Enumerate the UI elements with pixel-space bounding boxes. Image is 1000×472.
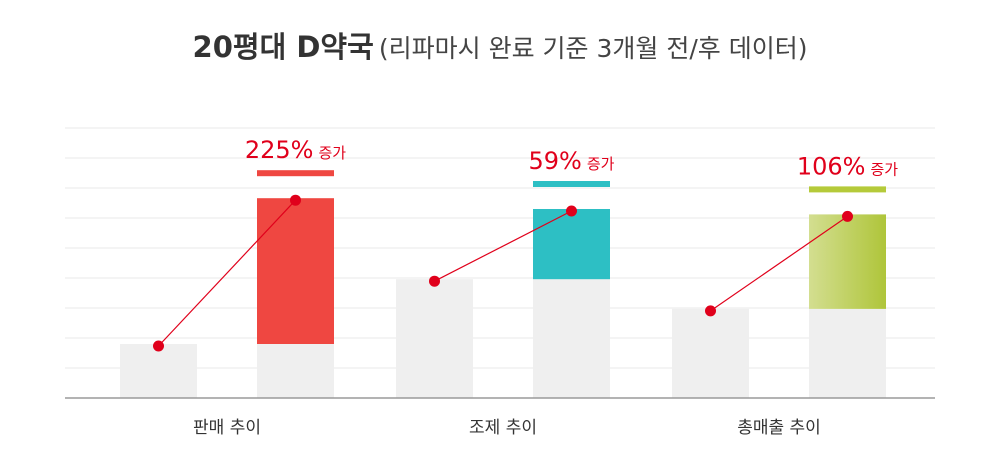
- trend-point-after: [842, 210, 853, 222]
- trend-line: [158, 199, 296, 347]
- category-label: 총매출 추이: [737, 418, 821, 438]
- bar-after-base: [533, 279, 610, 398]
- trend-point-after: [290, 194, 301, 206]
- increase-label: 59% 증가: [529, 147, 615, 175]
- bar-before: [672, 308, 749, 398]
- trend-point-before: [153, 340, 164, 352]
- increase-label: 106% 증가: [797, 152, 898, 180]
- increase-label: 225% 증가: [245, 136, 346, 164]
- category-label: 조제 추이: [469, 418, 537, 438]
- trend-point-before: [705, 305, 716, 317]
- bar-before: [120, 344, 197, 398]
- bar-after-increase: [533, 209, 610, 280]
- increase-marker: [533, 181, 610, 187]
- trend-line: [710, 215, 848, 312]
- chart-title-sub: (리파마시 완료 기준 3개월 전/후 데이터): [378, 34, 808, 63]
- bar-after-increase: [257, 198, 334, 344]
- chart-title: 20평대 D약국 (리파마시 완료 기준 3개월 전/후 데이터): [0, 24, 1000, 66]
- increase-value: 59%: [529, 147, 582, 175]
- trend-point-after: [566, 205, 577, 217]
- bar-after-base: [257, 344, 334, 398]
- bar-after-base: [809, 308, 886, 398]
- increase-value: 106%: [797, 152, 866, 180]
- trend-line: [434, 210, 572, 282]
- category-label: 판매 추이: [193, 418, 261, 438]
- trend-point-before: [429, 275, 440, 287]
- bar-after-increase: [809, 214, 886, 309]
- increase-suffix: 증가: [319, 144, 347, 162]
- increase-marker: [257, 170, 334, 177]
- increase-marker: [809, 186, 886, 193]
- increase-suffix: 증가: [587, 155, 615, 173]
- chart-title-main: 20평대 D약국: [192, 30, 374, 64]
- increase-value: 225%: [245, 136, 314, 164]
- bar-before: [396, 279, 473, 398]
- increase-suffix: 증가: [871, 160, 899, 178]
